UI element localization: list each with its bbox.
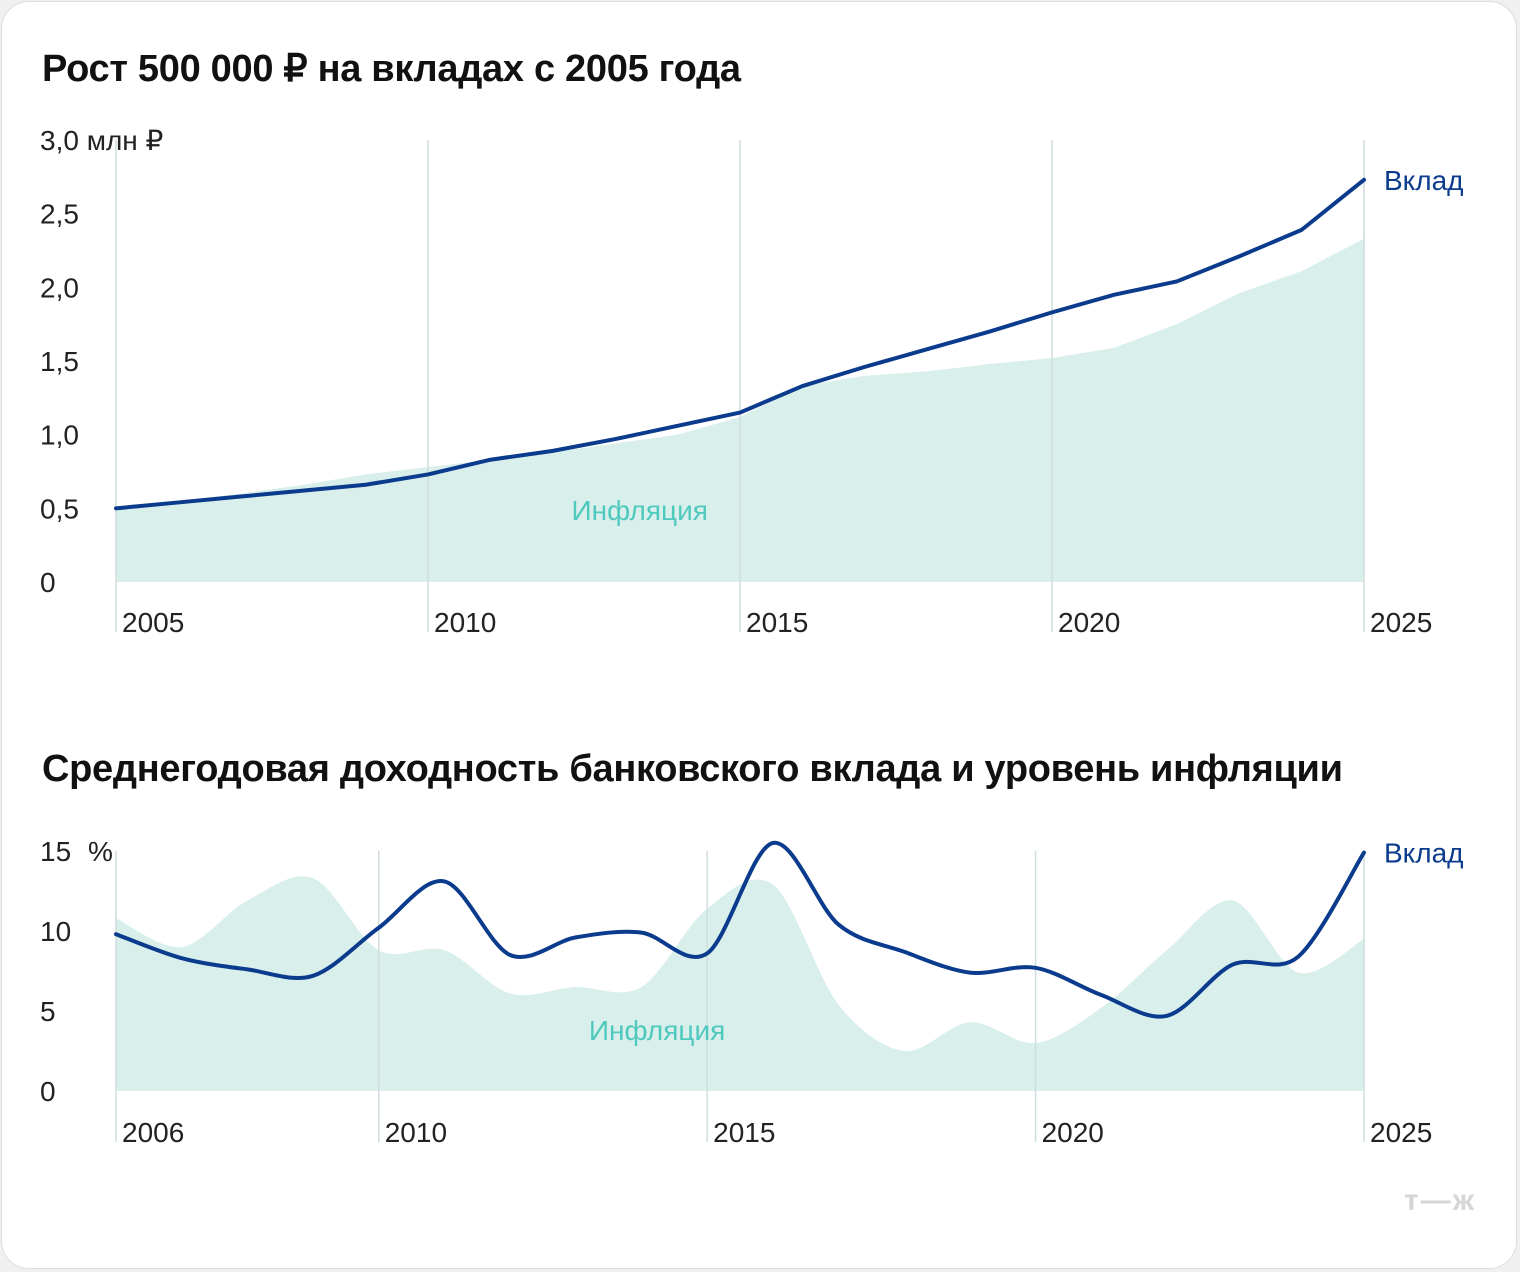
y-tick-label: 15	[40, 836, 71, 867]
x-tick-label: 2015	[746, 607, 808, 638]
x-tick-label: 2020	[1042, 1117, 1104, 1148]
growth-chart: 0 0,5 1,0 1,5 2,0 2,5 3,0 млн ₽ 2005 2010 2015 202…	[40, 125, 1464, 638]
deposit-series-label: Вклад	[1384, 165, 1464, 196]
deposit-line	[114, 840, 1366, 1019]
deposit-line	[114, 177, 1366, 511]
inflation-series-label: Инфляция	[589, 1015, 725, 1046]
x-tick-label: 2015	[713, 1117, 775, 1148]
y-tick-label: 2,0	[40, 272, 79, 303]
inflation-area	[116, 876, 1364, 1091]
x-tick-label: 2025	[1370, 607, 1432, 638]
y-tick-label: 1,0	[40, 420, 79, 451]
y-tick-label: 3,0 млн ₽	[40, 125, 163, 156]
x-tick-label: 2020	[1058, 607, 1120, 638]
x-tick-label: 2005	[122, 607, 184, 638]
inflation-series-label: Инфляция	[572, 495, 708, 526]
y-tick-label: 5	[40, 996, 56, 1027]
x-tick-label: 2006	[122, 1117, 184, 1148]
y-tick-label: 0	[40, 1076, 56, 1107]
tzh-logo: т—ж	[1404, 1184, 1476, 1217]
y-tick-label: 10	[40, 916, 71, 947]
y-tick-label: 1,5	[40, 346, 79, 377]
y-tick-label: 0,5	[40, 493, 79, 524]
y-unit-label: %	[88, 836, 113, 867]
y-tick-label: 2,5	[40, 199, 79, 230]
chart-title-yield: Среднегодовая доходность банковского вкл…	[42, 748, 1343, 790]
y-tick-label: 0	[40, 567, 56, 598]
yield-chart: 0 5 10 15 % 2006 2010 2015 2020 2025 Вклад Инфляция	[40, 836, 1464, 1148]
x-tick-label: 2025	[1370, 1117, 1432, 1148]
deposit-series-label: Вклад	[1384, 838, 1464, 869]
chart-title-growth: Рост 500 000 ₽ на вкладах с 2005 года	[42, 48, 741, 90]
x-tick-label: 2010	[434, 607, 496, 638]
x-tick-label: 2010	[385, 1117, 447, 1148]
